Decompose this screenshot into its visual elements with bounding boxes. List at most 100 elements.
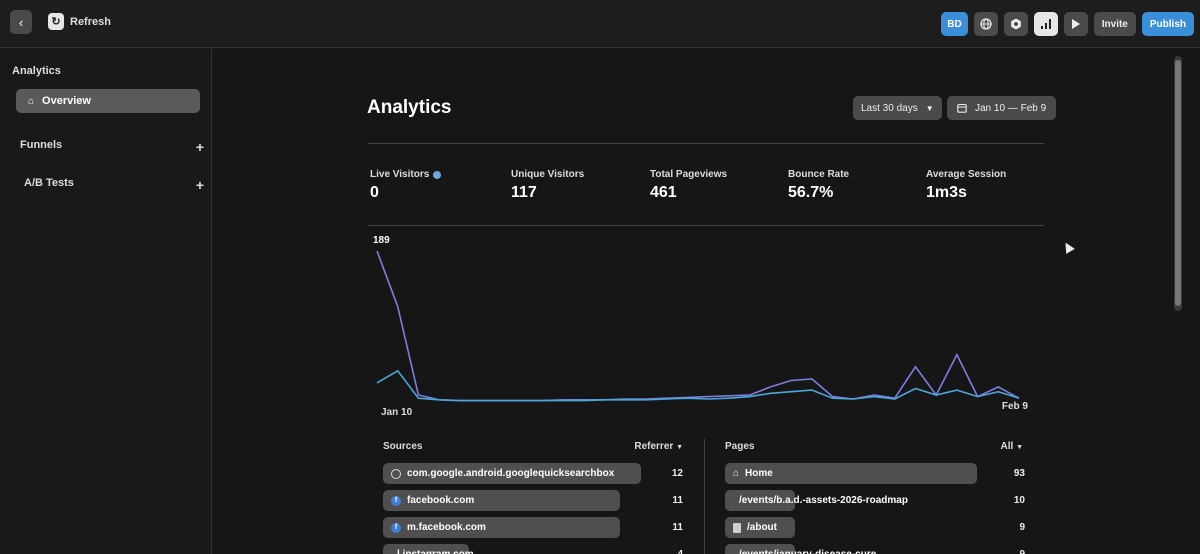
- list-item[interactable]: ⌂ Home 93: [725, 463, 1025, 486]
- settings-icon: [1010, 18, 1021, 30]
- divider: [368, 225, 1044, 226]
- referrer-filter[interactable]: Referrer ▼: [634, 441, 683, 459]
- list-item-label: Home: [745, 468, 773, 479]
- analytics-icon: [1040, 19, 1051, 29]
- divider: [368, 143, 1044, 144]
- stat-label: Bounce Rate: [788, 169, 850, 180]
- list-item[interactable]: f facebook.com 11: [383, 490, 683, 513]
- divider: [704, 439, 705, 554]
- list-item-count: 10: [1013, 495, 1025, 506]
- list-item-count: 9: [1019, 522, 1025, 533]
- home-icon: ⌂: [733, 468, 740, 479]
- back-button[interactable]: ‹: [10, 10, 32, 34]
- top-bar: ‹ ↻ Refresh BD Invite Publish: [0, 0, 1200, 48]
- referrer-filter-label: Referrer: [634, 441, 674, 452]
- list-item-count: 9: [1019, 549, 1025, 554]
- chart-plot: [376, 250, 1020, 402]
- chevron-down-icon: ▼: [1016, 444, 1023, 451]
- list-item-bar: l.instagram.com: [383, 544, 474, 554]
- globe-icon: [980, 18, 992, 30]
- stat-value: 461: [650, 184, 677, 201]
- publish-button[interactable]: Publish: [1141, 12, 1194, 36]
- scrollbar-thumb[interactable]: [1175, 60, 1181, 306]
- page-title: Analytics: [367, 97, 452, 118]
- sidebar-item-label: Funnels: [20, 139, 63, 151]
- scrollbar[interactable]: [1174, 56, 1182, 311]
- sidebar-item-label: Overview: [42, 95, 91, 107]
- document-icon: [733, 522, 741, 533]
- home-icon: ⌂: [28, 95, 35, 107]
- list-item-bar: f facebook.com: [383, 490, 620, 511]
- stat-label: Total Pageviews: [650, 169, 728, 180]
- toolbar-right: BD Invite Publish: [941, 12, 1194, 36]
- list-item-bar: /events/january-disease-cure: [725, 544, 876, 554]
- sidebar-item-overview[interactable]: ⌂ Overview: [16, 89, 200, 113]
- calendar-icon: [957, 103, 967, 113]
- refresh-button[interactable]: ↻ Refresh: [48, 13, 111, 30]
- date-range-button[interactable]: Jan 10 — Feb 9: [947, 96, 1057, 120]
- list-item-bar: f m.facebook.com: [383, 517, 620, 538]
- globe-icon: [391, 468, 401, 479]
- series-line-0: [376, 250, 1020, 402]
- analytics-button[interactable]: [1033, 12, 1058, 36]
- pages-filter[interactable]: All ▼: [1001, 441, 1024, 459]
- pages-panel: Pages All ▼ ⌂ Home 93/events/b.a.d.-assets…: [725, 441, 1025, 554]
- list-item-count: 11: [672, 495, 683, 506]
- stat-unique-visitors: Unique Visitors 117: [511, 169, 584, 202]
- list-item[interactable]: /events/b.a.d.-assets-2026-roadmap 10: [725, 490, 1025, 513]
- add-ab-test-icon[interactable]: +: [195, 177, 204, 193]
- stat-value: 1m3s: [926, 184, 967, 201]
- list-item-label: /events/b.a.d.-assets-2026-roadmap: [739, 495, 908, 506]
- globe-button[interactable]: [973, 12, 998, 36]
- play-icon: [1071, 19, 1080, 29]
- list-item-label: /events/january-disease-cure: [739, 549, 876, 554]
- x-end-label: Feb 9: [1001, 401, 1028, 412]
- list-item[interactable]: f m.facebook.com 11: [383, 517, 683, 540]
- list-item[interactable]: /about 9: [725, 517, 1025, 540]
- list-item-label: facebook.com: [407, 495, 475, 506]
- list-item-count: 93: [1013, 468, 1025, 479]
- stat-label: Live Visitors: [370, 169, 430, 180]
- refresh-label: Refresh: [70, 15, 111, 28]
- pages-filter-label: All: [1000, 441, 1014, 452]
- stat-label: Unique Visitors: [511, 169, 585, 180]
- chevron-left-icon: ‹: [18, 14, 24, 30]
- list-item-bar: /events/b.a.d.-assets-2026-roadmap: [725, 490, 908, 511]
- list-item-count: 12: [671, 468, 683, 479]
- list-item[interactable]: l.instagram.com 4: [383, 544, 683, 554]
- sidebar-item-label: A/B Tests: [24, 177, 74, 189]
- visitors-chart: 189 Jan 10 Feb 9: [373, 231, 1028, 421]
- list-item-label: m.facebook.com: [407, 522, 486, 533]
- sidebar-title: Analytics: [12, 65, 61, 77]
- list-item[interactable]: /events/january-disease-cure 9: [725, 544, 1025, 554]
- list-item-label: /about: [747, 522, 777, 533]
- stat-bounce-rate: Bounce Rate 56.7%: [788, 169, 849, 202]
- stat-value: 117: [511, 184, 537, 201]
- facebook-icon: f: [391, 522, 401, 533]
- live-indicator-icon: [433, 170, 442, 179]
- list-item-bar: ⌂ Home: [725, 463, 977, 484]
- facebook-icon: f: [391, 495, 401, 506]
- add-funnel-icon[interactable]: +: [195, 139, 204, 155]
- avatar[interactable]: BD: [941, 12, 968, 36]
- series-line-1: [376, 369, 1020, 402]
- list-item-count: 11: [672, 522, 683, 533]
- sidebar-item-funnels[interactable]: Funnels +: [20, 139, 210, 155]
- chevron-down-icon: ▼: [925, 103, 934, 113]
- list-item-count: 4: [677, 549, 683, 554]
- sources-title: Sources: [383, 441, 423, 452]
- sidebar-item-ab-tests[interactable]: A/B Tests +: [24, 177, 210, 193]
- stat-total-pageviews: Total Pageviews 461: [650, 169, 727, 202]
- range-select[interactable]: Last 30 days ▼: [853, 96, 942, 120]
- refresh-icon: ↻: [48, 13, 64, 30]
- pages-list: ⌂ Home 93/events/b.a.d.-assets-2026-roadma…: [725, 463, 1025, 554]
- stat-average-session: Average Session 1m3s: [926, 169, 1006, 202]
- pages-title: Pages: [725, 441, 755, 452]
- date-range-label: Jan 10 — Feb 9: [975, 102, 1047, 114]
- preview-button[interactable]: [1063, 12, 1088, 36]
- settings-button[interactable]: [1003, 12, 1028, 36]
- chevron-down-icon: ▼: [676, 444, 683, 451]
- invite-button[interactable]: Invite: [1093, 12, 1136, 36]
- sources-list: com.google.android.googlequicksearchbox 1…: [383, 463, 683, 554]
- list-item[interactable]: com.google.android.googlequicksearchbox 1…: [383, 463, 683, 486]
